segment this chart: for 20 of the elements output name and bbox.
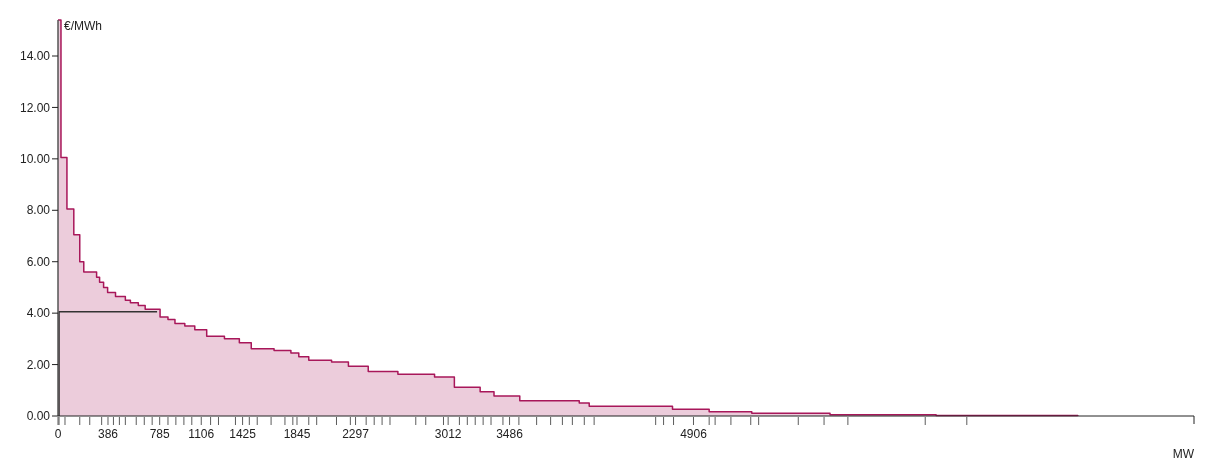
y-tick-label: 10.00 (19, 152, 51, 167)
x-axis-title: MW (1172, 447, 1195, 461)
x-tick-label: 1845 (283, 427, 311, 441)
x-tick-label: 1106 (188, 427, 215, 441)
y-tick-label: 2.00 (26, 357, 51, 372)
y-axis-title: €/MWh (64, 19, 103, 33)
x-tick-label: 1425 (229, 427, 257, 441)
y-tick-label: 12.00 (19, 100, 51, 115)
x-tick-label: 386 (97, 427, 119, 441)
y-tick-label: 14.00 (19, 49, 51, 64)
x-tick-label: 2297 (342, 427, 370, 441)
y-tick-label: 6.00 (26, 254, 51, 269)
y-tick-label: 4.00 (26, 306, 51, 321)
x-tick-label: 3012 (434, 427, 462, 441)
y-tick-label: 0.00 (26, 409, 51, 424)
x-tick-label: 3486 (496, 427, 524, 441)
y-tick-label: 8.00 (26, 203, 51, 218)
x-tick-label: 4906 (680, 427, 708, 441)
x-tick-label: 785 (149, 427, 171, 441)
x-tick-label: 0 (54, 427, 62, 441)
